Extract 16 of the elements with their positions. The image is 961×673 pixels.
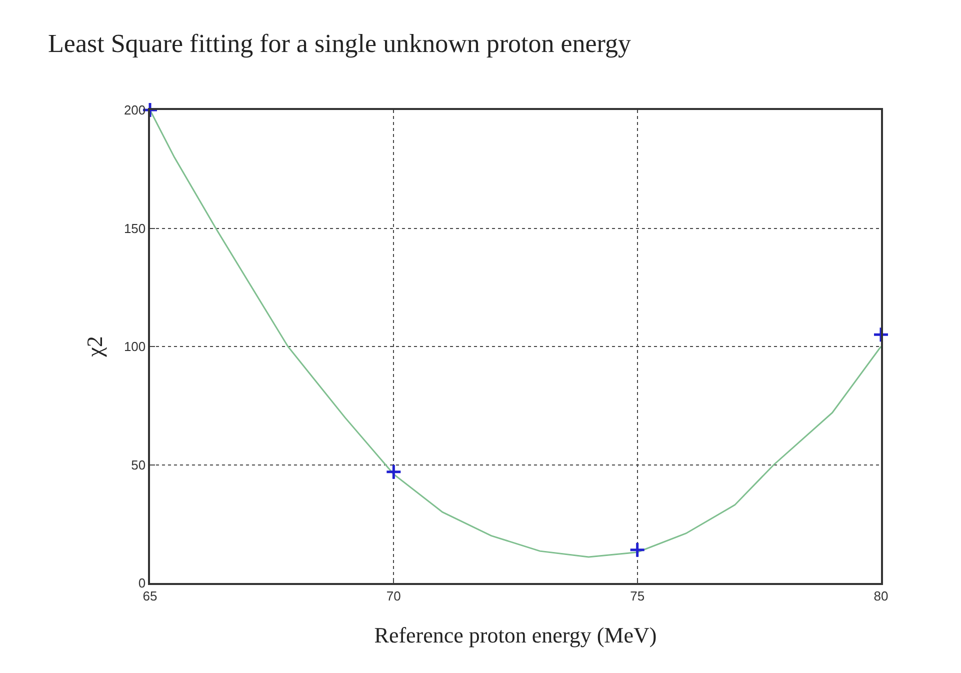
y-tick-label: 200 <box>124 102 146 118</box>
x-tick-label: 80 <box>874 588 888 604</box>
y-tick-label: 0 <box>138 576 146 591</box>
point <box>872 326 890 343</box>
x-axis-title: Reference proton energy (MeV) <box>374 622 657 648</box>
chart-title: Least Square fitting for a single unknown proton energy <box>48 28 632 58</box>
y-tick-label: 100 <box>124 339 146 354</box>
point <box>629 542 646 558</box>
x-tick-label: 70 <box>386 588 401 604</box>
line-series <box>150 110 881 558</box>
y-tick-label: 150 <box>124 220 146 236</box>
x-tick-label: 65 <box>142 588 158 604</box>
y-tick-label: 50 <box>131 457 146 472</box>
x-tick-label: 75 <box>630 588 645 604</box>
point <box>385 464 402 480</box>
y-axis-title: χ2 <box>82 336 108 358</box>
